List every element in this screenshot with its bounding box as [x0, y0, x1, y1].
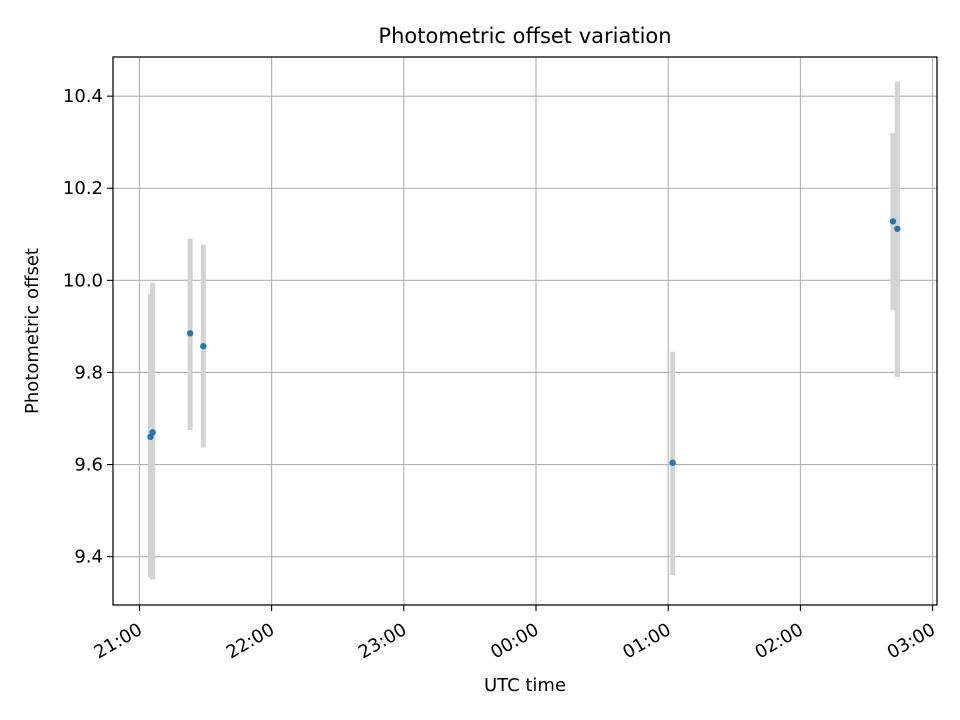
y-tick-label: 10.0	[63, 270, 103, 291]
data-point	[149, 429, 156, 436]
y-tick-label: 10.2	[63, 178, 103, 199]
y-tick-label: 9.4	[74, 547, 103, 568]
data-point	[894, 225, 901, 232]
y-tick-label: 10.4	[63, 86, 103, 107]
data-point	[186, 330, 194, 337]
chart-title: Photometric offset variation	[378, 24, 671, 48]
data-points	[147, 218, 901, 466]
y-axis-label: Photometric offset	[22, 248, 43, 414]
y-tick-label: 9.6	[74, 455, 103, 476]
grid-lines	[113, 57, 937, 605]
data-point	[200, 342, 207, 350]
plot-frame	[112, 56, 938, 606]
y-axis-ticks: 9.4 9.6 9.8 10.0 10.2 10.4	[63, 86, 113, 568]
data-point	[889, 218, 897, 225]
x-axis-label: UTC time	[484, 675, 566, 696]
y-tick-label: 9.8	[74, 362, 103, 383]
data-point	[669, 459, 676, 466]
